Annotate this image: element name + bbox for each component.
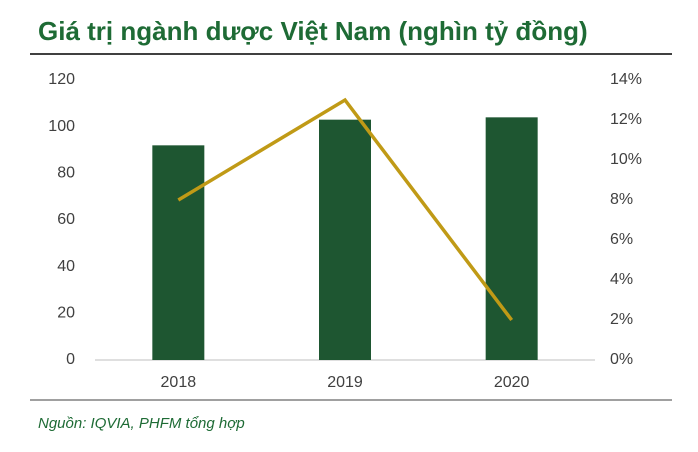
- bar: [319, 119, 371, 361]
- y-tick-label: 120: [48, 71, 75, 88]
- x-tick-label: 2019: [327, 374, 363, 391]
- y-tick-label: 40: [57, 258, 75, 275]
- y2-tick-label: 0%: [610, 351, 633, 368]
- y2-tick-label: 10%: [610, 151, 642, 168]
- x-tick-label: 2020: [494, 374, 530, 391]
- y-tick-label: 0: [66, 351, 75, 368]
- bar: [152, 145, 205, 360]
- y-tick-label: 80: [57, 165, 75, 182]
- y-tick-label: 20: [57, 305, 75, 322]
- source-note: Nguồn: IQVIA, PHFM tổng hợp: [38, 415, 245, 432]
- y2-tick-label: 6%: [610, 231, 633, 248]
- y2-tick-label: 12%: [610, 111, 642, 128]
- y-tick-label: 60: [57, 211, 75, 228]
- line: [177, 97, 514, 322]
- y2-tick-label: 8%: [610, 191, 633, 208]
- chart-title: Giá trị ngành dược Việt Nam (nghìn tỷ đồ…: [38, 16, 588, 46]
- y2-tick-label: 2%: [610, 311, 633, 328]
- bar: [485, 117, 538, 360]
- y2-tick-label: 14%: [610, 71, 642, 88]
- x-tick-label: 2018: [161, 374, 197, 391]
- y2-tick-label: 4%: [610, 271, 633, 288]
- y-tick-label: 100: [48, 118, 75, 135]
